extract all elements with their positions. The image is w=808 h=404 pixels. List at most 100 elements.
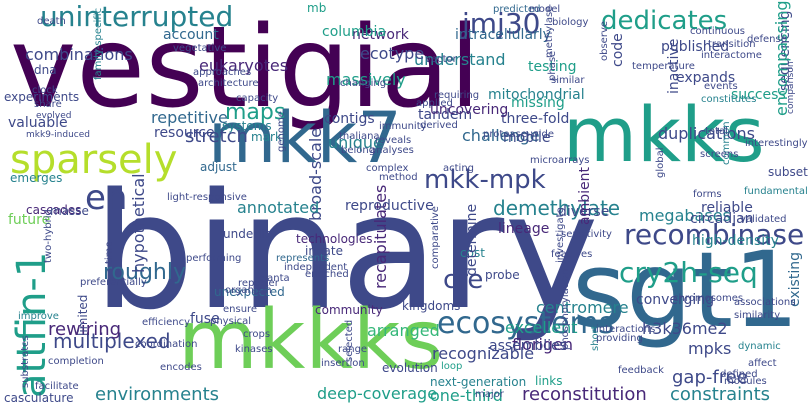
- word-experiments: experiments: [4, 90, 80, 104]
- word-mitochondrial: mitochondrial: [488, 87, 585, 103]
- word-expands: expands: [676, 70, 736, 86]
- word-mkk7: mkk7: [208, 97, 402, 179]
- word-modules: modules: [724, 376, 767, 387]
- word-valuable: valuable: [8, 115, 68, 131]
- word-megabases: megabases: [639, 206, 731, 225]
- word-recognizable: recognizable: [432, 344, 535, 363]
- word-cry2h-seq: cry2h-seq: [619, 256, 758, 289]
- word-determine: determine: [464, 203, 480, 276]
- word-selected: selected: [344, 319, 355, 362]
- word-defense: defense: [747, 34, 787, 45]
- word-h3k36me2: h3k36me2: [642, 319, 728, 338]
- word-improve: improve: [18, 311, 59, 322]
- word-lineage: lineage: [498, 221, 550, 237]
- word-immunity: immunity: [379, 121, 427, 132]
- word-binary: binary: [93, 158, 599, 345]
- word-completion: completion: [48, 356, 104, 367]
- word-similarity: similarity: [734, 310, 781, 321]
- word-dna: dna: [34, 63, 57, 77]
- word-fuse: fuse: [190, 311, 220, 327]
- word-subset: subset: [768, 165, 808, 179]
- word-three-fold: three-fold: [501, 111, 570, 127]
- word-next-generation: next-generation: [430, 375, 527, 389]
- word-capacity: capacity: [236, 93, 279, 104]
- word-efficiency: efficiency: [142, 317, 191, 328]
- word-multiplexed: multiplexed: [53, 329, 171, 353]
- word-en: en: [85, 178, 128, 218]
- word-tandem: tandem: [418, 107, 473, 123]
- word-centromere: centromere: [536, 298, 629, 317]
- word-global: global: [655, 147, 666, 179]
- word-physical: physical: [210, 316, 251, 327]
- word-crops: crops: [243, 329, 271, 340]
- word-combinations: combinations: [25, 45, 133, 64]
- word-links: links: [535, 374, 563, 388]
- word-maps: maps: [225, 100, 286, 125]
- word-vestigial: vestigial: [10, 3, 481, 133]
- word-temperature: temperature: [632, 61, 695, 72]
- word-masse: masse: [50, 204, 89, 218]
- word-ensure: ensure: [223, 304, 258, 315]
- word-vegetative: vegetative: [173, 43, 227, 54]
- word-changing: changing: [340, 78, 387, 89]
- word-ambient: ambient: [577, 167, 593, 225]
- word-encodes: encodes: [160, 362, 202, 373]
- word-share: share: [34, 99, 62, 110]
- word-analyses: analyses: [370, 145, 414, 156]
- word-success: success: [731, 87, 786, 103]
- word-features: features: [551, 249, 593, 260]
- word-feedback: feedback: [618, 365, 664, 376]
- word-phosphorylation: phosphorylation: [560, 269, 571, 350]
- word-approaches: approaches: [193, 67, 252, 78]
- word-eukaryotes: eukaryotes: [199, 56, 289, 75]
- word-rewiring: rewiring: [48, 319, 122, 340]
- word-method: method: [379, 172, 418, 183]
- word-testing: testing: [528, 59, 577, 75]
- word-loop: loop: [441, 361, 463, 372]
- word-range: range: [338, 344, 368, 355]
- word-underlie: underlie: [223, 227, 273, 241]
- word-massively: massively: [326, 70, 406, 89]
- word-cost: cost: [460, 246, 485, 260]
- word-evolved: evolved: [36, 111, 72, 121]
- word-duplications: duplications: [658, 124, 755, 143]
- word-major: major: [475, 389, 504, 400]
- word-contigs: contigs: [324, 111, 375, 127]
- word-resource: resource: [154, 125, 215, 141]
- word-performing: performing: [186, 253, 242, 264]
- word-innate: innate: [305, 244, 343, 258]
- word-vector: vector: [425, 54, 457, 65]
- word-unexpected: unexpected: [214, 285, 285, 299]
- word-one-third: one-third: [430, 386, 503, 404]
- word-stretch: stretch: [185, 126, 248, 147]
- word-protease-wide: protease-wide: [483, 129, 554, 140]
- word-cascades: cascades: [26, 203, 82, 217]
- word-demethylate: demethylate: [493, 196, 621, 220]
- word-associations: associations: [734, 297, 796, 308]
- word-mb: mb: [307, 1, 327, 15]
- word-transition: transition: [708, 39, 756, 50]
- word-biology: biology: [552, 17, 589, 28]
- word-continuous: continuous: [690, 26, 745, 37]
- word-chromosomes: chromosomes: [673, 293, 744, 304]
- word-represents: represents: [276, 253, 330, 264]
- word-comparative: comparative: [430, 206, 441, 269]
- word-network: network: [352, 27, 409, 43]
- word-arranged: arranged: [367, 321, 440, 340]
- word-kingdoms: kingdoms: [402, 299, 461, 313]
- word-florigen: florigen: [512, 335, 574, 354]
- word-repetitive: repetitive: [151, 108, 228, 127]
- word-independent: independent: [284, 262, 348, 273]
- word-derived: derived: [420, 120, 458, 131]
- word-interactome: interactome: [701, 50, 762, 61]
- word-technologies: technologies: [296, 232, 373, 246]
- word-roughly: roughly: [103, 260, 187, 285]
- word-mkk-mpk: mkk-mpk: [424, 165, 546, 195]
- word-annotated: annotated: [237, 198, 320, 217]
- word-screens: screens: [700, 149, 739, 160]
- word-two-hybrid: two-hybrid: [43, 209, 54, 263]
- word-gap-free: gap-free: [672, 367, 748, 388]
- word-enriched: enriched: [305, 269, 349, 280]
- word-environments: environments: [95, 384, 220, 404]
